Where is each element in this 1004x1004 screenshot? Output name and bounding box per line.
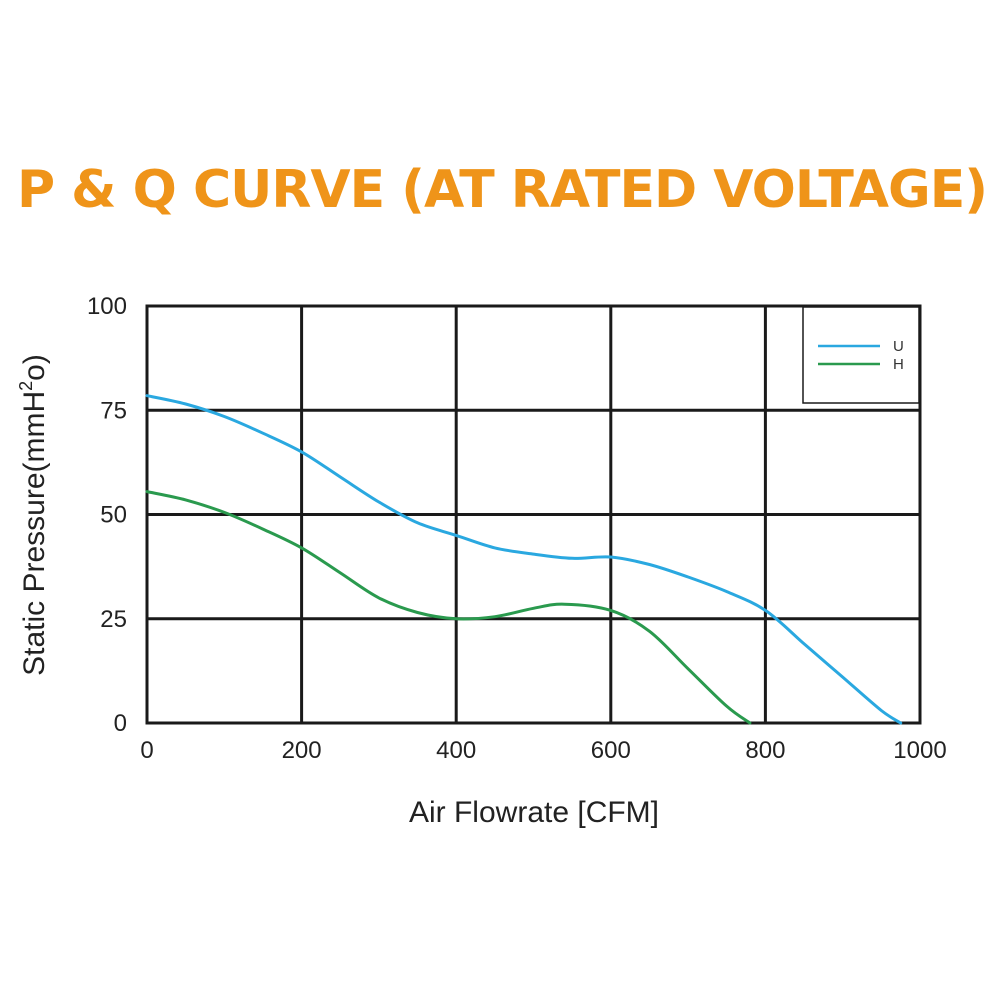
grid-lines	[147, 306, 920, 723]
series-line-h	[145, 490, 752, 725]
y-tick-label: 25	[100, 606, 127, 633]
x-tick-label: 0	[140, 737, 153, 764]
x-tick-label: 800	[745, 737, 785, 764]
y-axis-label-end: o)	[18, 354, 51, 381]
x-tick-label: 400	[436, 737, 476, 764]
tick-labels: 0 200 400 600 800 1000 0 25 50 75 100	[87, 293, 947, 764]
y-tick-label: 75	[100, 397, 127, 424]
y-tick-label: 0	[114, 710, 127, 737]
series-lines	[145, 394, 903, 725]
legend-box	[802, 306, 920, 404]
x-tick-label: 600	[591, 737, 631, 764]
y-axis-label-text: Static Pressure(mmH	[18, 391, 51, 676]
y-tick-label: 50	[100, 502, 127, 529]
y-axis-label-superscript: 2	[16, 381, 36, 391]
plot-frame	[145, 304, 922, 725]
chart-title: P & Q CURVE (AT RATED VOLTAGE)	[16, 160, 988, 220]
x-tick-label: 200	[282, 737, 322, 764]
series-line-u	[145, 394, 903, 725]
x-tick-label: 1000	[893, 737, 946, 764]
x-axis-label: Air Flowrate [CFM]	[409, 796, 659, 829]
legend: U H	[802, 306, 920, 404]
legend-label-u: U	[893, 338, 904, 355]
y-axis-label: Static Pressure(mmH2o)	[16, 354, 51, 676]
y-tick-label: 100	[87, 293, 127, 320]
legend-label-h: H	[893, 356, 904, 373]
